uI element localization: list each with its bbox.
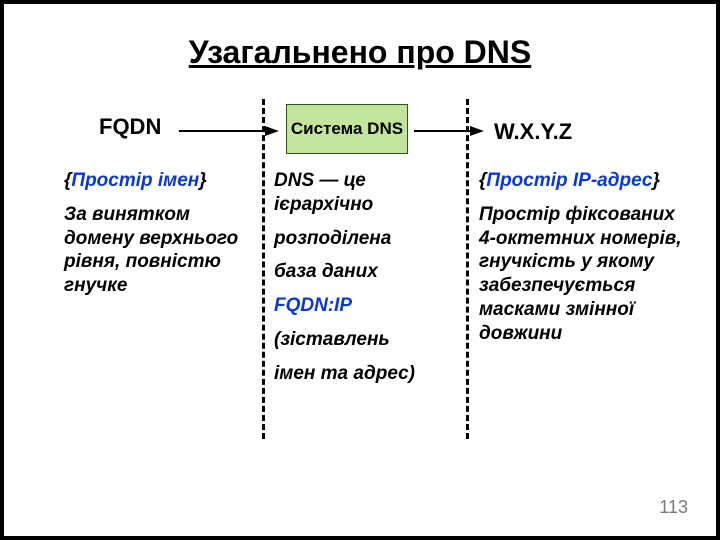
header-ip: W.X.Y.Z <box>494 119 572 145</box>
fqdn-heading: {Простір імен} <box>64 169 254 193</box>
dns-box: Система DNS <box>286 104 408 154</box>
header-fqdn: FQDN <box>99 114 161 140</box>
dns-line-2: розподілена <box>274 227 459 251</box>
ip-body: Простір фіксованих 4-октетних номерів, г… <box>479 203 694 346</box>
slide: Узагальнено про DNS FQDN Система DNS W.X… <box>0 0 720 540</box>
fqdn-body: За винятком домену верхнього рівня, повн… <box>64 203 254 298</box>
dns-line-3: база даних <box>274 260 459 284</box>
slide-title: Узагальнено про DNS <box>4 34 716 71</box>
dns-line-4: FQDN:IP <box>274 294 459 318</box>
column-ip: {Простір IP-адрес} Простір фіксованих 4-… <box>479 169 694 355</box>
page-number: 113 <box>659 497 688 518</box>
arrow-dns-to-ip-icon <box>414 126 484 136</box>
column-fqdn: {Простір імен} За винятком домену верхнь… <box>64 169 254 308</box>
dns-line-6: імен та адрес) <box>274 362 459 386</box>
divider-right <box>466 99 469 439</box>
arrow-fqdn-to-dns-icon <box>179 126 279 136</box>
divider-left <box>262 99 265 439</box>
dns-box-label: Система DNS <box>291 120 403 139</box>
ip-heading: {Простір IP-адрес} <box>479 169 694 193</box>
dns-line-5: (зіставлень <box>274 328 459 352</box>
dns-line-1: DNS — це ієрархічно <box>274 169 459 217</box>
column-dns: DNS — це ієрархічно розподілена база дан… <box>274 169 459 395</box>
